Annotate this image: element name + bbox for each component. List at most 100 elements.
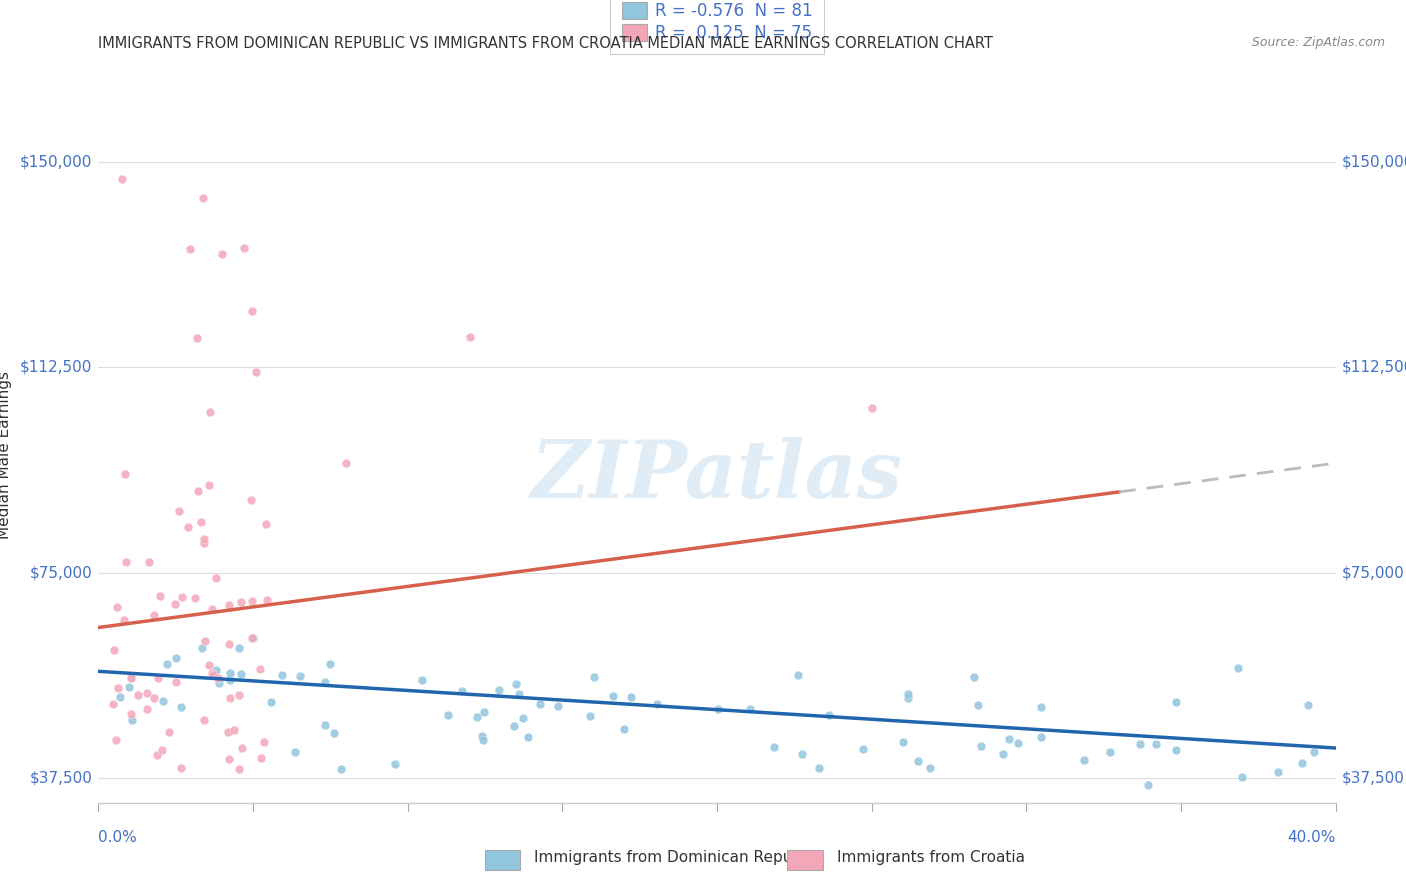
Point — [329, 762, 352, 776]
Point — [707, 701, 730, 715]
Point — [150, 742, 173, 756]
Text: $75,000: $75,000 — [1341, 566, 1405, 580]
Point — [897, 687, 920, 701]
Point — [645, 698, 668, 712]
Point — [170, 761, 193, 775]
Point — [963, 669, 986, 683]
Point — [1144, 737, 1167, 751]
Point — [193, 532, 215, 546]
Point — [207, 671, 229, 685]
Point — [1291, 756, 1313, 770]
Point — [242, 631, 264, 645]
Point — [127, 688, 149, 702]
Point — [918, 761, 941, 775]
Point — [204, 663, 226, 677]
Point — [193, 191, 215, 205]
Point — [529, 697, 551, 711]
Point — [505, 677, 527, 691]
Point — [108, 690, 131, 705]
Point — [471, 729, 494, 743]
Text: $112,500: $112,500 — [1341, 359, 1406, 375]
Text: 40.0%: 40.0% — [1288, 830, 1336, 846]
Point — [179, 242, 201, 256]
Point — [165, 651, 187, 665]
Text: IMMIGRANTS FROM DOMINICAN REPUBLIC VS IMMIGRANTS FROM CROATIA MEDIAN MALE EARNIN: IMMIGRANTS FROM DOMINICAN REPUBLIC VS IM… — [98, 36, 993, 51]
Point — [1007, 736, 1029, 750]
Point — [458, 330, 481, 344]
Point — [1226, 661, 1249, 675]
Legend: R = -0.576  N = 81, R =  0.125  N = 75: R = -0.576 N = 81, R = 0.125 N = 75 — [610, 0, 824, 54]
Point — [156, 657, 179, 672]
Point — [891, 735, 914, 749]
Point — [218, 752, 240, 766]
Text: Immigrants from Croatia: Immigrants from Croatia — [837, 850, 1025, 865]
Point — [240, 594, 263, 608]
Point — [1073, 753, 1095, 767]
Point — [115, 555, 138, 569]
Point — [1303, 745, 1326, 759]
Point — [114, 467, 136, 481]
Point — [437, 708, 460, 723]
Point — [1029, 731, 1052, 745]
Point — [993, 747, 1015, 762]
Point — [219, 673, 242, 687]
Point — [1164, 695, 1187, 709]
Text: $37,500: $37,500 — [30, 771, 93, 786]
Point — [170, 590, 193, 604]
Point — [218, 598, 240, 612]
Point — [860, 401, 883, 416]
Point — [240, 493, 263, 508]
Point — [198, 405, 221, 419]
Point — [118, 680, 141, 694]
Point — [138, 555, 160, 569]
Point — [228, 762, 250, 776]
Point — [201, 602, 224, 616]
Point — [152, 694, 174, 708]
Point — [217, 724, 239, 739]
Point — [817, 708, 839, 723]
Point — [198, 657, 221, 672]
Point — [157, 725, 180, 739]
Point — [503, 719, 526, 733]
Point — [897, 691, 920, 706]
Point — [508, 687, 530, 701]
Point — [907, 754, 929, 768]
Point — [790, 747, 813, 762]
Point — [319, 657, 342, 672]
Point — [1098, 744, 1121, 758]
Point — [411, 673, 433, 688]
Point — [583, 670, 606, 684]
Point — [970, 739, 993, 753]
Point — [229, 595, 252, 609]
Point — [121, 713, 143, 727]
Point — [228, 688, 250, 702]
Point — [1164, 743, 1187, 757]
Point — [222, 723, 245, 737]
Point — [738, 702, 761, 716]
Text: $37,500: $37,500 — [1341, 771, 1405, 786]
Point — [143, 691, 166, 706]
Point — [231, 740, 253, 755]
Text: $112,500: $112,500 — [20, 359, 93, 375]
Point — [240, 304, 263, 318]
Point — [250, 751, 273, 765]
Point — [146, 671, 169, 685]
Point — [146, 748, 169, 763]
Point — [314, 674, 336, 689]
Point — [314, 717, 336, 731]
Point — [602, 690, 624, 704]
Point — [167, 504, 190, 518]
Point — [323, 726, 346, 740]
Point — [998, 732, 1021, 747]
Point — [142, 607, 165, 622]
Point — [290, 669, 312, 683]
Text: Source: ZipAtlas.com: Source: ZipAtlas.com — [1251, 36, 1385, 49]
Point — [165, 598, 187, 612]
Point — [1296, 698, 1319, 712]
Point — [193, 536, 215, 550]
Point — [211, 247, 233, 261]
Point — [208, 676, 231, 690]
Point — [190, 515, 212, 529]
Point — [232, 241, 254, 255]
Point — [260, 695, 283, 709]
